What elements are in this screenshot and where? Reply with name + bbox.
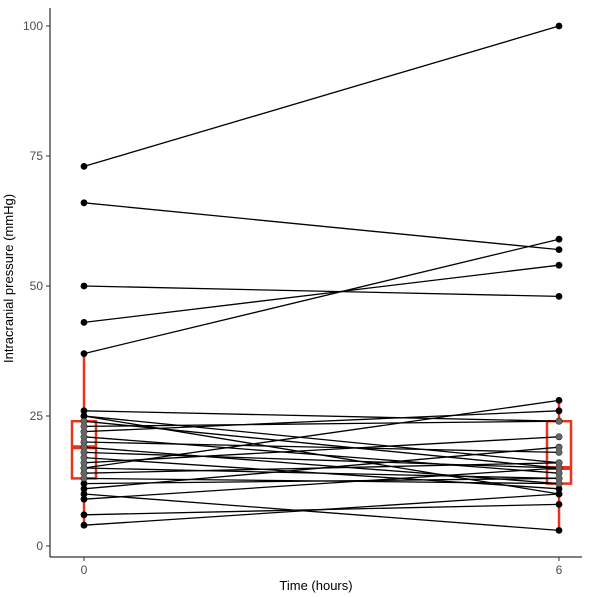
x-tick-label: 0 (81, 563, 88, 577)
data-point-t6 (555, 501, 563, 508)
subject-line (83, 446, 560, 485)
y-tick-label: 100 (23, 19, 43, 33)
box-overlay-point (81, 423, 87, 430)
data-point-t0 (80, 521, 88, 529)
data-point-t0 (80, 350, 88, 357)
box-overlay-point (556, 459, 562, 466)
data-point-t6 (555, 235, 563, 243)
box-overlay-point (81, 439, 87, 445)
subject-line (83, 446, 560, 490)
subject-line (83, 467, 560, 500)
box-overlay-point (81, 459, 87, 466)
box-overlay-point (81, 428, 87, 435)
data-point-t6 (555, 490, 563, 498)
subject-line (83, 25, 560, 168)
axes (49, 8, 582, 558)
data-point-t0 (80, 163, 88, 170)
data-point-t0 (80, 407, 88, 415)
box-overlay-point (556, 449, 562, 456)
y-tick-label: 0 (36, 539, 43, 553)
data-point-t0 (80, 412, 88, 420)
y-ticks: 0 25 50 75 100 (23, 19, 50, 553)
box-overlay-point (81, 449, 87, 456)
x-axis-title: Time (hours) (279, 578, 352, 593)
data-point-t6 (555, 261, 563, 269)
box-overlay-points-layer (81, 418, 562, 487)
box-overlay-point (81, 475, 87, 482)
data-point-t0 (80, 485, 88, 493)
box-overlay-point (556, 480, 562, 487)
y-axis-title: Intracranial pressure (mmHg) (1, 194, 16, 363)
data-point-t6 (555, 397, 563, 404)
box-overlay-point (556, 465, 562, 471)
subject-line (83, 493, 560, 526)
subject-line (83, 441, 560, 454)
data-point-t6 (555, 407, 563, 415)
data-point-t0 (80, 490, 88, 498)
data-point-t6 (555, 293, 563, 300)
subject-line (83, 238, 560, 355)
box-overlay-point (81, 444, 87, 451)
y-tick-label: 75 (30, 149, 44, 163)
y-tick-label: 25 (30, 409, 44, 423)
subject-line (83, 415, 560, 464)
data-point-t6 (555, 527, 563, 534)
data-point-t6 (555, 22, 563, 30)
subject-line (83, 477, 560, 485)
box-overlay-point (81, 470, 87, 477)
subject-line (83, 493, 560, 532)
box-overlay-point (556, 470, 562, 477)
box-overlay-point (556, 418, 562, 425)
paired-lines-layer (83, 25, 560, 532)
subject-line (83, 264, 560, 324)
subject-line (83, 399, 560, 469)
subject-line (83, 436, 560, 474)
box-overlay-point (556, 475, 562, 482)
data-point-t0 (80, 495, 88, 503)
subject-line (83, 420, 560, 469)
box-overlay-point (556, 433, 562, 440)
subject-line (83, 436, 560, 464)
box-overlay-point (81, 454, 87, 461)
points-layer (80, 22, 563, 534)
data-point-t0 (80, 319, 88, 326)
subject-line (83, 202, 560, 251)
data-point-t0 (80, 282, 88, 290)
subject-line (83, 410, 560, 433)
data-point-t6 (555, 485, 563, 493)
data-point-t0 (80, 480, 88, 487)
x-tick-label: 6 (556, 563, 563, 577)
data-point-t0 (80, 199, 88, 207)
y-tick-label: 50 (30, 279, 44, 293)
subject-line (83, 467, 560, 480)
data-point-t6 (555, 246, 563, 254)
subject-line (83, 410, 560, 422)
box-overlay-point (81, 418, 87, 425)
data-point-t0 (80, 511, 88, 519)
subject-line (83, 285, 560, 298)
subject-line (83, 451, 560, 469)
box-overlay-point (556, 444, 562, 451)
box-overlay-point (81, 465, 87, 471)
subject-line (83, 420, 560, 428)
box-overlay-point (81, 433, 87, 440)
